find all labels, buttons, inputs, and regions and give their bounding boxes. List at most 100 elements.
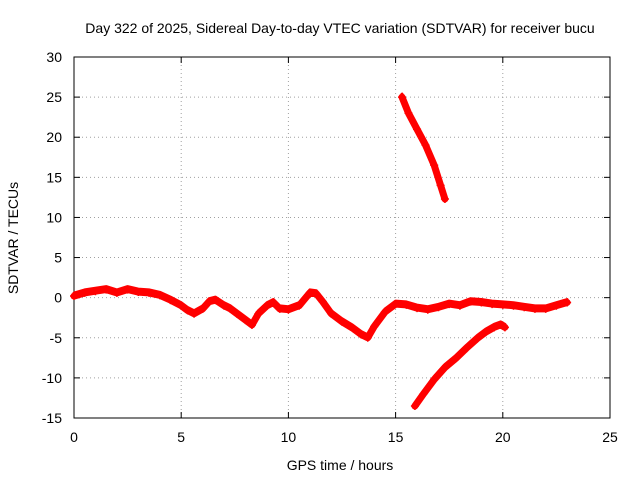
data-point (370, 322, 379, 331)
data-point (198, 304, 207, 313)
data-point (284, 305, 293, 314)
data-point (440, 363, 449, 372)
data-point (348, 324, 357, 333)
y-tick-label: 10 (46, 209, 62, 225)
data-point (451, 354, 460, 363)
data-point (190, 309, 199, 318)
data-point (404, 109, 413, 118)
data-point (312, 289, 321, 298)
data-series (70, 92, 572, 410)
data-point (496, 320, 505, 329)
data-point (436, 181, 445, 190)
chart-title: Day 322 of 2025, Sidereal Day-to-day VTE… (85, 20, 594, 36)
data-point (552, 301, 561, 310)
data-point (166, 296, 175, 305)
data-point (481, 328, 490, 337)
data-point (520, 303, 529, 312)
x-tick-label: 25 (602, 429, 618, 445)
data-point (357, 330, 366, 339)
data-point (318, 297, 327, 306)
data-point (112, 288, 121, 297)
data-point (262, 301, 271, 310)
data-point (440, 194, 449, 203)
y-tick-label: 15 (46, 169, 62, 185)
data-point (91, 287, 100, 296)
data-point (305, 288, 314, 297)
data-point (380, 308, 389, 317)
data-point (241, 316, 250, 325)
data-point (541, 304, 550, 313)
data-point (402, 300, 411, 309)
data-point (391, 300, 400, 309)
x-axis-label: GPS time / hours (287, 457, 394, 473)
data-point (102, 285, 111, 294)
data-point (177, 301, 186, 310)
data-point (462, 344, 471, 353)
y-tick-label: 20 (46, 129, 62, 145)
series-lower-segment (410, 320, 509, 410)
data-point (220, 301, 229, 310)
data-point (254, 309, 263, 318)
y-tick-label: 30 (46, 49, 62, 65)
data-point (275, 304, 284, 313)
data-point (477, 298, 486, 307)
data-point (430, 375, 439, 384)
data-point (498, 300, 507, 309)
x-tick-label: 5 (177, 429, 185, 445)
data-point (295, 301, 304, 310)
data-point (134, 288, 143, 297)
x-tick-label: 0 (70, 429, 78, 445)
y-tick-label: -5 (50, 330, 63, 346)
data-point (183, 306, 192, 315)
data-point (145, 288, 154, 297)
data-point (466, 297, 475, 306)
series-main-band (70, 285, 572, 342)
y-tick-label: -15 (42, 410, 62, 426)
y-tick-label: 25 (46, 89, 62, 105)
data-point (530, 304, 539, 313)
series-line-upper (72, 285, 569, 337)
data-point (434, 303, 443, 312)
y-tick-label: 0 (54, 290, 62, 306)
data-point (413, 304, 422, 313)
data-point (419, 389, 428, 398)
y-tick-label: -10 (42, 370, 62, 386)
data-point (226, 304, 235, 313)
series-upper-segment (398, 92, 449, 203)
data-point (247, 320, 256, 329)
x-tick-label: 15 (388, 429, 404, 445)
data-point (70, 292, 78, 301)
data-point (398, 93, 407, 102)
y-tick-label: 5 (54, 250, 62, 266)
data-point (327, 309, 336, 318)
data-point (410, 401, 419, 410)
series-line (411, 321, 509, 410)
data-point (490, 323, 499, 332)
data-point (269, 298, 278, 307)
data-point (421, 141, 430, 150)
x-tick-label: 10 (281, 429, 297, 445)
x-tick-label: 20 (495, 429, 511, 445)
plot-frame (73, 56, 611, 419)
data-point (338, 317, 346, 326)
grid-lines (74, 57, 610, 418)
data-point (205, 297, 214, 306)
data-point (413, 125, 422, 134)
data-point (509, 301, 518, 310)
data-point (500, 323, 509, 332)
data-point (455, 301, 464, 310)
data-point (232, 309, 241, 318)
y-axis-label: SDTVAR / TECUs (5, 182, 21, 294)
data-point (563, 298, 572, 307)
data-point (445, 300, 454, 309)
data-point (123, 285, 132, 294)
data-point (488, 300, 497, 309)
data-point (473, 334, 482, 343)
axis-ticks: 0 5 10 15 20 25 -15 -10 -5 0 5 10 15 20 25 30 (42, 49, 618, 445)
data-point (430, 161, 439, 170)
data-point (423, 305, 432, 314)
data-point (155, 291, 164, 300)
data-point (80, 288, 89, 297)
data-point (211, 296, 220, 305)
